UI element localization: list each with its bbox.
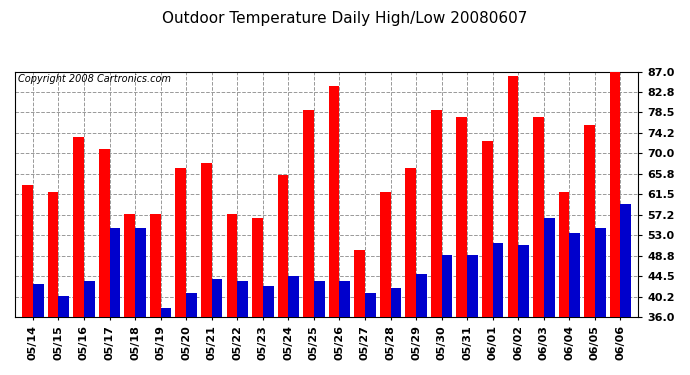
Bar: [99, 148, 110, 317]
Bar: [175, 168, 186, 317]
Bar: [201, 163, 212, 317]
Bar: [365, 293, 376, 317]
Bar: [303, 110, 314, 317]
Bar: [252, 219, 263, 317]
Text: Copyright 2008 Cartronics.com: Copyright 2008 Cartronics.com: [18, 74, 171, 84]
Bar: [467, 255, 478, 317]
Bar: [457, 117, 467, 317]
Bar: [354, 250, 365, 317]
Bar: [610, 72, 620, 317]
Bar: [416, 274, 427, 317]
Bar: [584, 124, 595, 317]
Bar: [431, 110, 442, 317]
Bar: [59, 296, 69, 317]
Bar: [544, 219, 555, 317]
Bar: [33, 284, 43, 317]
Bar: [277, 175, 288, 317]
Bar: [493, 243, 504, 317]
Bar: [559, 192, 569, 317]
Bar: [186, 293, 197, 317]
Bar: [124, 214, 135, 317]
Bar: [339, 281, 351, 317]
Bar: [508, 76, 518, 317]
Bar: [226, 214, 237, 317]
Bar: [48, 192, 59, 317]
Bar: [328, 86, 339, 317]
Bar: [391, 288, 402, 317]
Bar: [150, 214, 161, 317]
Bar: [518, 245, 529, 317]
Bar: [22, 185, 33, 317]
Bar: [620, 204, 631, 317]
Bar: [288, 276, 299, 317]
Bar: [263, 286, 273, 317]
Bar: [482, 141, 493, 317]
Bar: [237, 281, 248, 317]
Bar: [442, 255, 453, 317]
Bar: [569, 233, 580, 317]
Bar: [110, 228, 120, 317]
Bar: [405, 168, 416, 317]
Bar: [380, 192, 391, 317]
Bar: [595, 228, 606, 317]
Bar: [73, 136, 84, 317]
Bar: [314, 281, 324, 317]
Bar: [84, 281, 95, 317]
Text: Outdoor Temperature Daily High/Low 20080607: Outdoor Temperature Daily High/Low 20080…: [162, 11, 528, 26]
Bar: [533, 117, 544, 317]
Bar: [161, 308, 171, 317]
Bar: [135, 228, 146, 317]
Bar: [212, 279, 222, 317]
